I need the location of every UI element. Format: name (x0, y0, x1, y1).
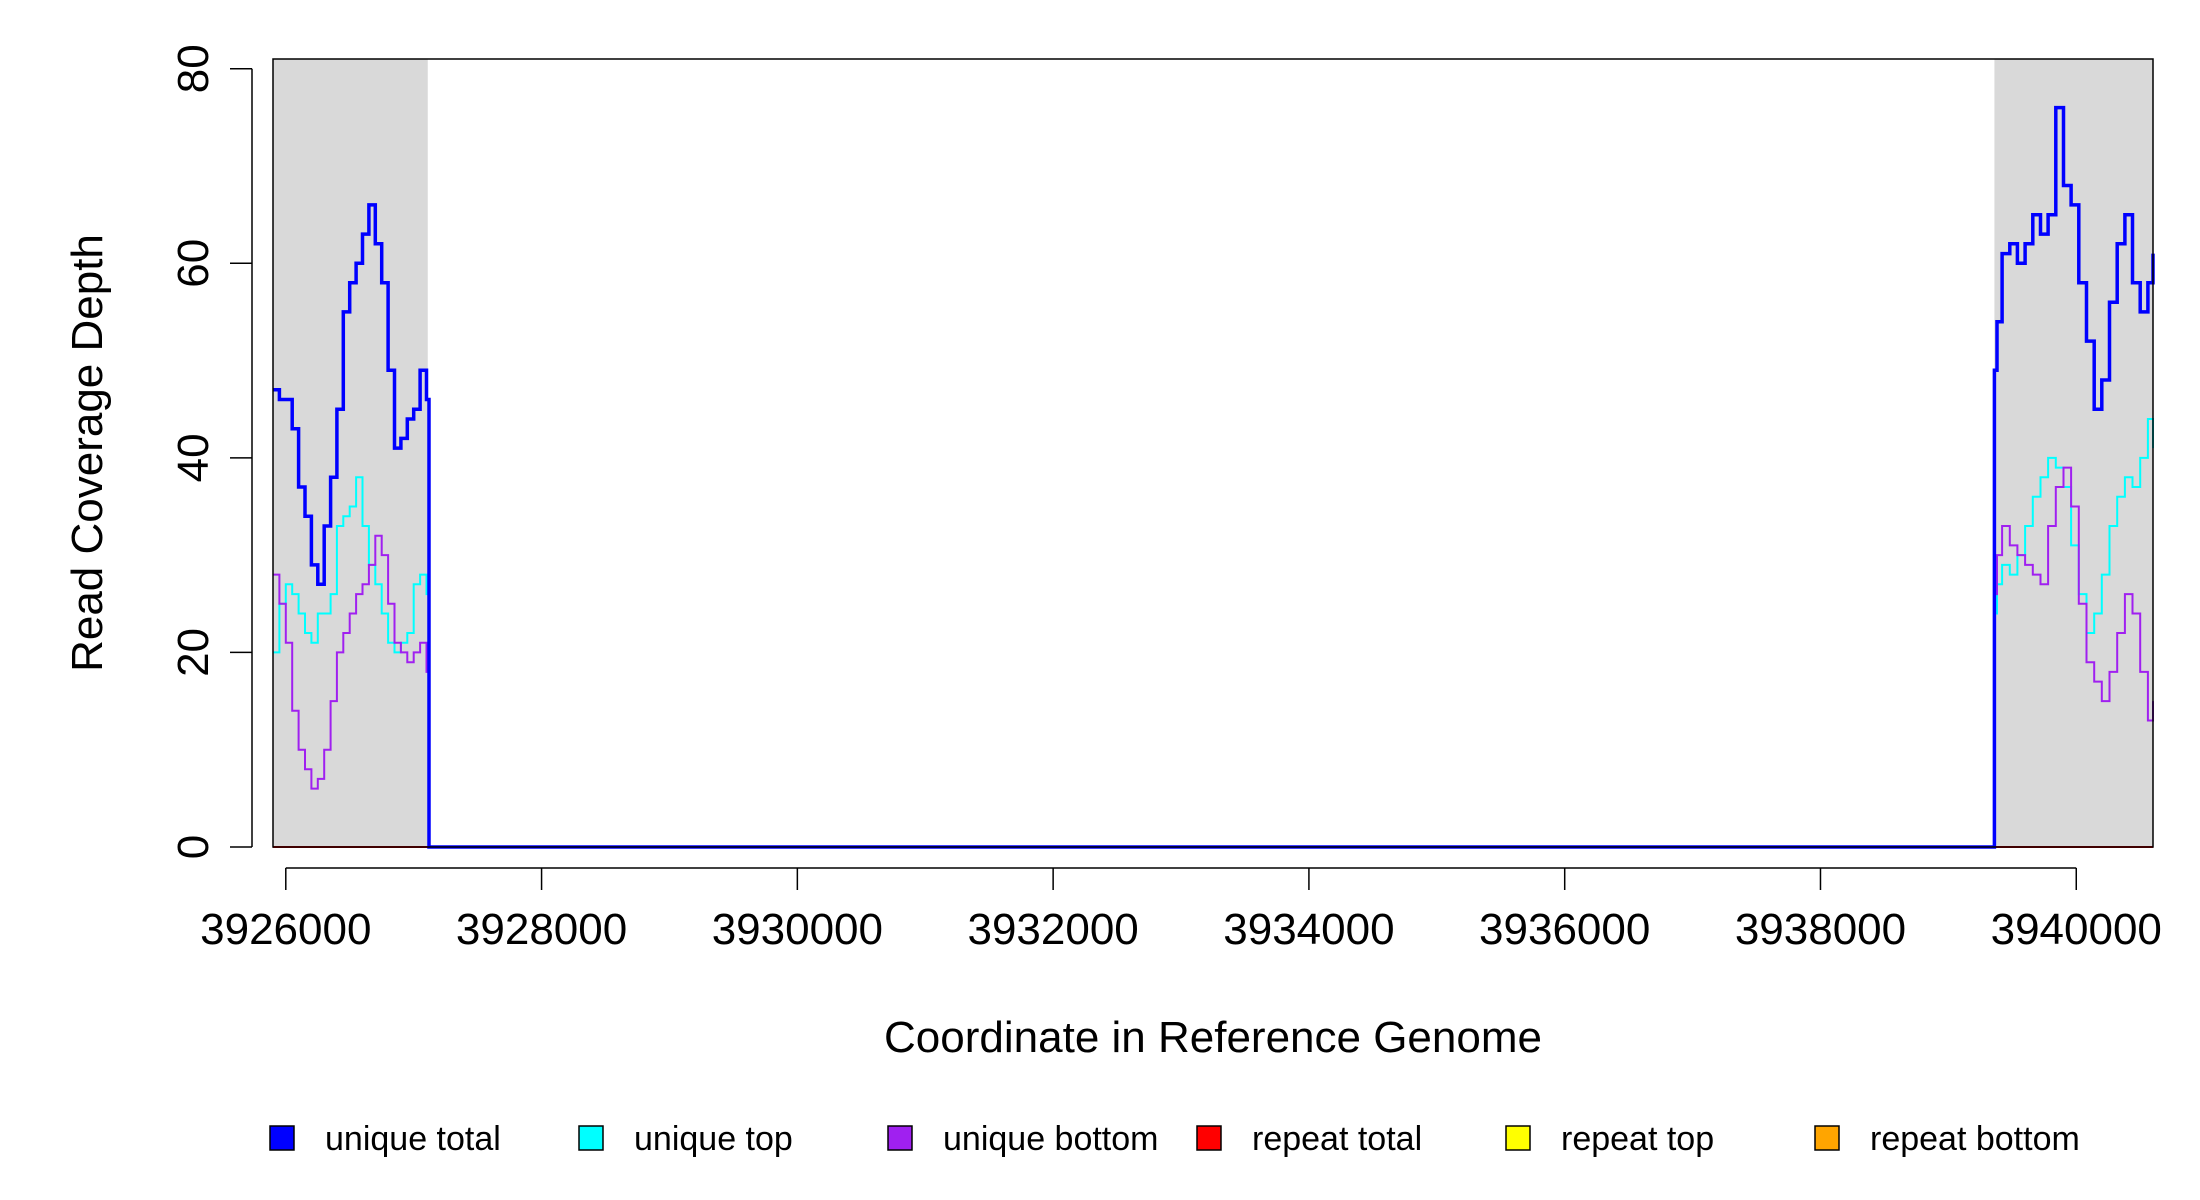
legend-label-repeat-total: repeat total (1252, 1120, 1422, 1158)
legend-swatch-unique-top (578, 1125, 604, 1151)
x-tick-label: 3926000 (200, 905, 371, 954)
series-lines (273, 105, 2155, 849)
legend-swatch-repeat-top (1505, 1125, 1531, 1151)
x-tick-label: 3934000 (1223, 905, 1394, 954)
x-tick-label: 3940000 (1991, 905, 2162, 954)
x-axis-title: Coordinate in Reference Genome (884, 1013, 1542, 1062)
legend-label-unique-total: unique total (325, 1120, 501, 1158)
y-tick-label: 40 (169, 433, 218, 482)
x-tick-label: 3928000 (456, 905, 627, 954)
series-line-unique-total (273, 105, 2155, 849)
legend-swatch-repeat-total (1196, 1125, 1222, 1151)
x-axis: 3926000 3928000 3930000 3932000 3934000 39360… (200, 867, 2162, 954)
legend-label-unique-top: unique top (634, 1120, 793, 1158)
series-line-unique-bottom (273, 466, 2154, 848)
shaded-region-2 (1994, 59, 2153, 847)
series-line-unique-top (273, 418, 2154, 848)
shaded-regions (273, 59, 2153, 847)
y-tick-label: 0 (169, 835, 218, 859)
legend-label-unique-bottom: unique bottom (943, 1120, 1159, 1158)
legend-swatch-unique-total (269, 1125, 295, 1151)
shaded-region-1 (273, 59, 428, 847)
legend-swatch-repeat-bottom (1814, 1125, 1840, 1151)
y-tick-label: 20 (169, 628, 218, 677)
y-axis: 0 20 40 60 80 (169, 44, 253, 859)
legend-swatch-unique-bottom (887, 1125, 913, 1151)
plot-frame (272, 58, 2154, 848)
x-tick-label: 3936000 (1479, 905, 1650, 954)
y-axis-title: Read Coverage Depth (63, 234, 112, 672)
y-tick-label: 80 (169, 44, 218, 93)
x-tick-label: 3938000 (1735, 905, 1906, 954)
legend: unique total unique top unique bottom repea… (269, 1120, 2080, 1158)
legend-label-repeat-bottom: repeat bottom (1870, 1120, 2080, 1158)
x-tick-label: 3932000 (967, 905, 1138, 954)
y-tick-label: 60 (169, 239, 218, 288)
legend-label-repeat-top: repeat top (1561, 1120, 1714, 1158)
x-tick-label: 3930000 (712, 905, 883, 954)
